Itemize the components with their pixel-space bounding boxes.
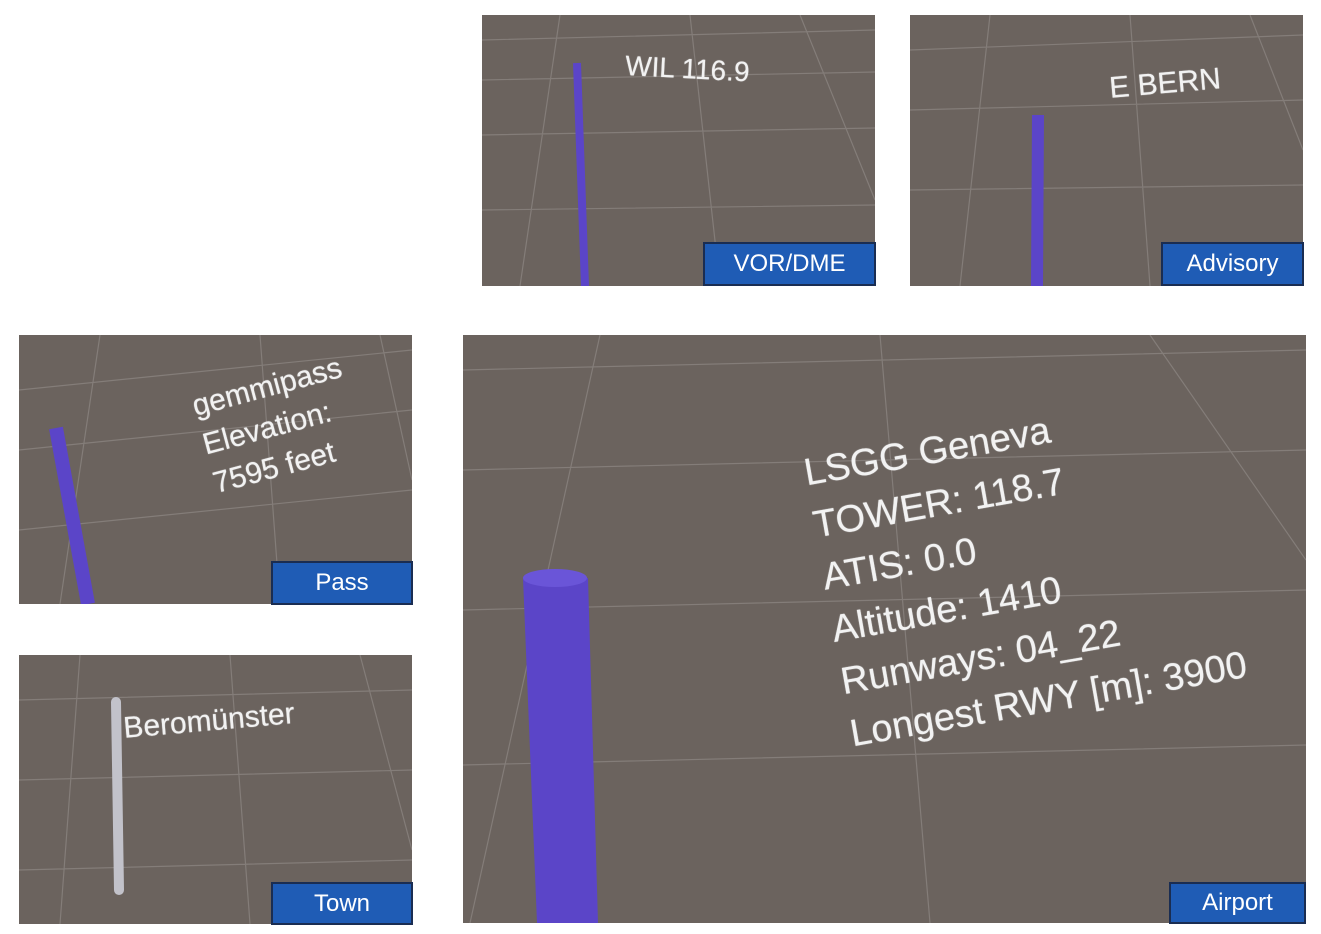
panel-tag: Airport (1169, 882, 1306, 924)
panel-tag: Pass (271, 561, 413, 605)
scene-vor (482, 15, 875, 286)
panel-tag: Advisory (1161, 242, 1304, 286)
scene-label: WIL 116.9 (624, 50, 750, 88)
scene-pass (19, 335, 412, 604)
scene-town (19, 655, 412, 924)
scene-advisory (910, 15, 1303, 286)
text-line: WIL 116.9 (624, 50, 751, 88)
panel-tag: Town (271, 882, 413, 925)
scene-airport (463, 335, 1306, 923)
panel-tag: VOR/DME (703, 242, 876, 286)
